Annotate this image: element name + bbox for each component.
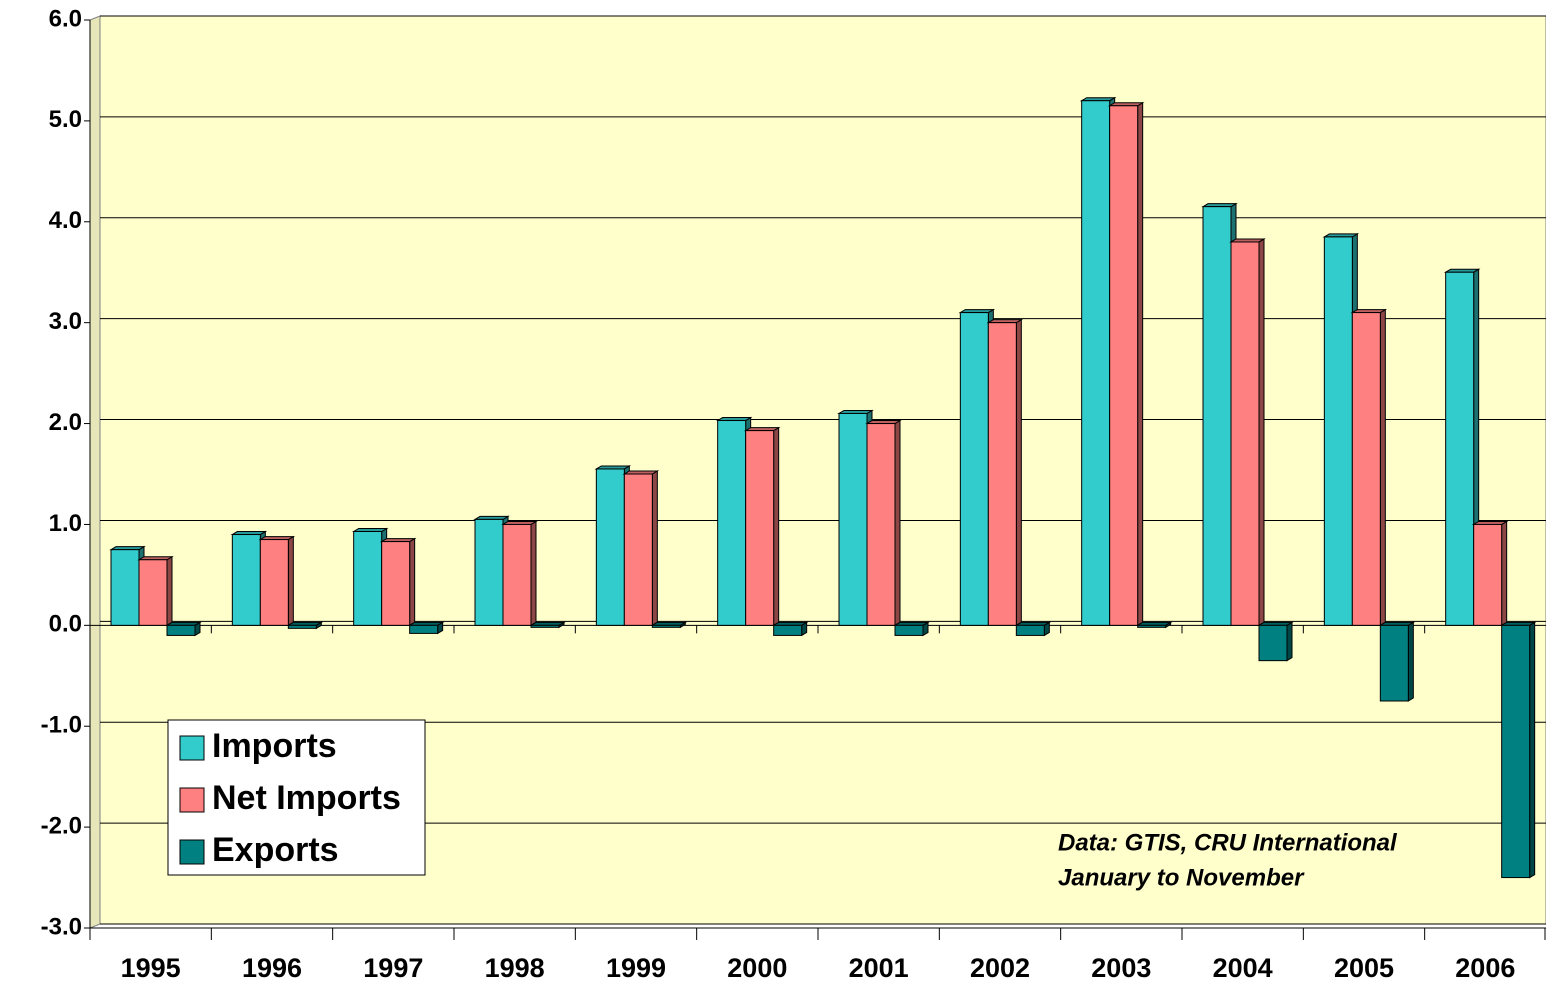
annotation: Data: GTIS, CRU International — [1058, 829, 1398, 856]
bar — [259, 539, 289, 626]
bar — [1473, 523, 1503, 626]
annotation: January to November — [1058, 864, 1305, 891]
bar — [651, 624, 681, 628]
bar-side — [1529, 621, 1536, 879]
legend: Imports Net Imports Exports — [167, 719, 426, 876]
legend-swatch — [179, 839, 205, 865]
x-tick-label: 1997 — [363, 953, 423, 983]
y-tick-label: 4.0 — [49, 207, 82, 234]
bar — [1379, 624, 1409, 702]
bar — [1015, 624, 1045, 636]
bar — [623, 473, 653, 626]
x-tick-label: 2006 — [1455, 953, 1515, 983]
bar-side — [409, 537, 416, 627]
legend-label: Net Imports — [212, 779, 401, 817]
plot-floor-side — [89, 15, 101, 929]
x-tick-label: 1999 — [606, 953, 666, 983]
x-tick-label: 2000 — [727, 953, 787, 983]
bar — [287, 624, 317, 629]
bar — [959, 312, 989, 626]
y-tick-label: -2.0 — [41, 812, 82, 839]
bar — [866, 423, 896, 626]
y-tick-label: -1.0 — [41, 712, 82, 739]
bar-side — [1015, 318, 1022, 627]
bar — [502, 523, 532, 626]
legend-swatch — [179, 735, 205, 761]
y-tick-label: 1.0 — [49, 510, 82, 537]
y-tick-label: 6.0 — [49, 5, 82, 32]
bar-side — [1286, 621, 1293, 662]
bar-side — [1501, 520, 1508, 627]
x-tick-label: 1998 — [485, 953, 545, 983]
bar — [1351, 312, 1381, 626]
bar — [1230, 241, 1260, 626]
bar — [231, 534, 261, 626]
bar-side — [1379, 308, 1386, 627]
bar — [1202, 206, 1232, 626]
bar — [745, 430, 775, 626]
bar — [838, 412, 868, 626]
bar — [474, 518, 504, 626]
bar — [1081, 100, 1111, 626]
x-tick-label: 1995 — [121, 953, 181, 983]
bar — [894, 624, 924, 636]
bar-side — [773, 426, 780, 627]
legend-label: Imports — [212, 727, 337, 765]
bar — [1501, 624, 1531, 879]
legend-swatch — [179, 787, 205, 813]
bar — [381, 541, 411, 626]
legend-label: Exports — [212, 831, 339, 869]
bar-side — [530, 520, 537, 627]
y-tick-label: 0.0 — [49, 611, 82, 638]
bar — [1137, 624, 1167, 628]
bar — [166, 624, 196, 636]
x-tick-label: 2005 — [1334, 953, 1394, 983]
x-tick-label: 1996 — [242, 953, 302, 983]
bar-side — [1407, 621, 1414, 702]
bar — [353, 531, 383, 626]
y-tick-label: -3.0 — [41, 913, 82, 940]
x-tick-label: 2001 — [849, 953, 909, 983]
bar — [1323, 236, 1353, 626]
y-tick-label: 2.0 — [49, 409, 82, 436]
bar-side — [1137, 101, 1144, 627]
bar — [717, 420, 747, 626]
bar — [409, 624, 439, 634]
bar-side — [894, 419, 901, 627]
bar — [530, 624, 560, 628]
x-tick-label: 2002 — [970, 953, 1030, 983]
bar — [773, 624, 803, 636]
bar-side — [287, 535, 294, 627]
bar-side — [651, 470, 658, 627]
legend-box — [167, 719, 426, 876]
y-tick-label: 5.0 — [49, 106, 82, 133]
bar — [138, 559, 168, 626]
y-tick-label: 3.0 — [49, 308, 82, 335]
bar — [595, 468, 625, 626]
bar — [1445, 271, 1475, 626]
bar-side — [166, 555, 173, 627]
bar — [110, 549, 140, 626]
bar — [987, 322, 1017, 626]
x-tick-label: 2003 — [1091, 953, 1151, 983]
bar — [1258, 624, 1288, 662]
bar — [1109, 105, 1139, 626]
bar-side — [1258, 238, 1265, 627]
x-tick-label: 2004 — [1213, 953, 1273, 983]
